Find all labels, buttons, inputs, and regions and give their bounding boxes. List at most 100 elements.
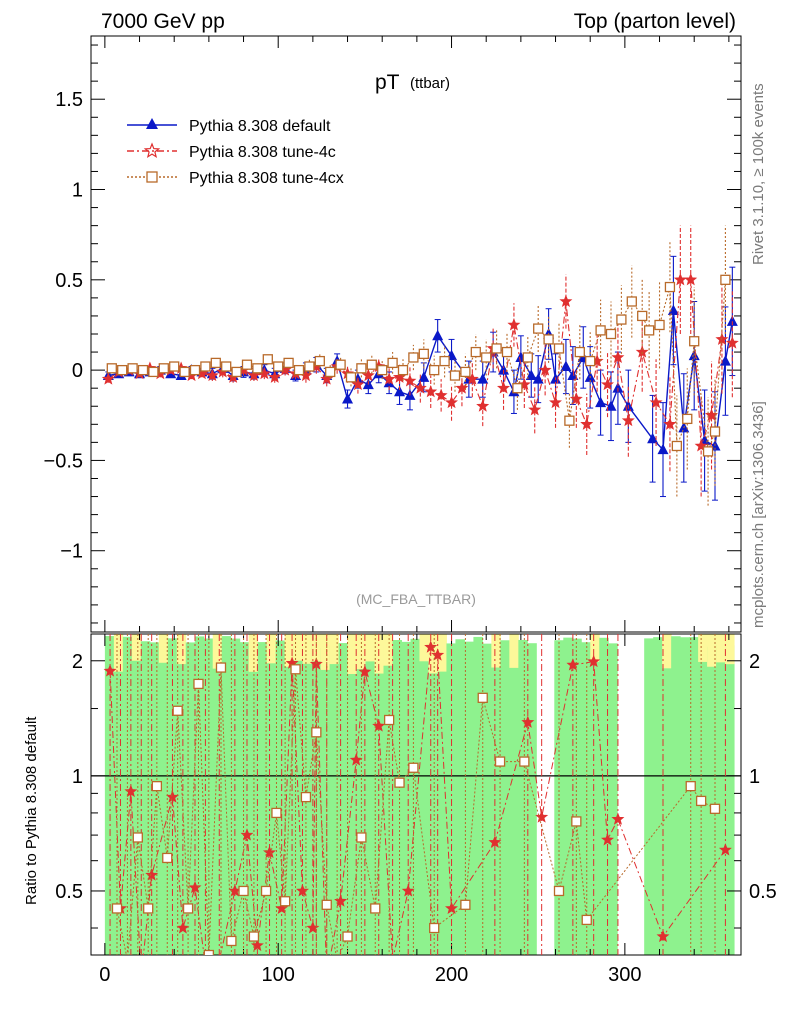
data-point: [397, 364, 409, 376]
ratio-band-yellow: [437, 634, 447, 672]
data-point: [560, 360, 572, 372]
ratio-band-yellow: [698, 634, 708, 662]
ratio-data-point: [571, 816, 582, 827]
data-point: [649, 395, 663, 409]
data-point: [361, 368, 375, 382]
data-point: [273, 361, 284, 372]
data-point: [106, 363, 117, 374]
data-point: [498, 364, 510, 375]
data-point: [268, 370, 282, 383]
ratio-data-point: [488, 835, 502, 848]
ratio-series-line: [109, 646, 726, 955]
data-point: [605, 328, 617, 340]
data-point: [158, 363, 169, 374]
ratio-data-point: [587, 654, 601, 668]
ratio-data-point: [718, 843, 732, 856]
ratio-data-point: [391, 953, 394, 955]
ratio-band-green: [581, 642, 591, 955]
ratio-band-green: [680, 637, 690, 955]
data-point: [434, 388, 448, 401]
data-point: [408, 352, 419, 363]
ratio-data-point: [240, 828, 254, 841]
data-point: [418, 348, 429, 360]
legend-label-tune4c: Pythia 8.308 tune-4c: [189, 144, 336, 161]
ratio-band-green: [176, 645, 187, 955]
ratio-band-yellow: [284, 634, 295, 667]
data-point: [465, 372, 479, 385]
data-point: [564, 415, 575, 426]
ratio-data-point: [535, 810, 549, 823]
data-point: [293, 364, 305, 376]
data-point: [429, 364, 440, 376]
data-point: [200, 361, 211, 372]
ratio-data-point: [215, 662, 227, 673]
ratio-data-point: [162, 852, 173, 864]
data-point: [470, 346, 481, 358]
ratio-band-green: [725, 645, 735, 955]
ratio-data-point: [103, 664, 117, 677]
ratio-band-green: [365, 644, 376, 955]
data-point: [393, 370, 406, 383]
data-point: [671, 440, 683, 452]
ratio-band-green: [320, 648, 331, 955]
y-tick-label: 1.5: [55, 89, 83, 111]
data-point: [231, 366, 242, 378]
ratio-data-point: [193, 678, 204, 690]
data-point: [580, 417, 594, 430]
data-point: [501, 346, 513, 358]
ratio-data-point: [203, 949, 215, 955]
ratio-data-point: [122, 954, 133, 955]
data-point: [611, 350, 625, 363]
ratio-data-point: [521, 715, 535, 728]
ratio-band-yellow: [212, 634, 223, 669]
ratio-band-yellow: [158, 634, 169, 663]
data-point: [533, 323, 544, 334]
ratio-band-green: [131, 643, 142, 955]
data-point: [595, 396, 607, 408]
ratio-data-point: [271, 807, 282, 819]
data-point: [585, 355, 596, 367]
ratio-band-green: [284, 646, 295, 955]
data-point: [247, 368, 261, 382]
data-point: [325, 366, 336, 378]
ratio-band-green: [509, 647, 519, 955]
data-point: [304, 361, 315, 372]
data-point: [351, 377, 365, 391]
ratio-data-point: [218, 953, 221, 955]
legend-marker-tune4c: [143, 142, 161, 159]
ratio-data-point: [429, 922, 440, 934]
ratio-band-green: [527, 643, 537, 955]
ratio-band-green: [716, 644, 726, 955]
mcplots-note: mcplots.cern.ch [arXiv:1306.3436]: [750, 401, 767, 628]
data-point: [345, 372, 357, 383]
ratio-data-point: [306, 921, 320, 934]
data-point: [528, 403, 542, 416]
data-point: [517, 377, 531, 391]
data-point: [637, 310, 648, 322]
data-point: [366, 359, 377, 370]
ratio-data-point: [290, 664, 301, 675]
ratio-band-yellow: [113, 634, 124, 672]
ratio-band-yellow: [176, 634, 187, 665]
ratio-band-green: [185, 642, 196, 955]
data-point: [549, 395, 562, 409]
ratio-band-yellow: [329, 634, 340, 665]
ratio-band-green: [653, 637, 663, 955]
ratio-band-green: [158, 644, 169, 955]
ratio-data-point: [370, 903, 381, 914]
ratio-data-point: [166, 790, 179, 803]
data-point: [569, 392, 583, 405]
ratio-data-point: [709, 803, 721, 814]
data-point: [101, 372, 115, 385]
ratio-data-point: [321, 970, 332, 981]
ratio-band-yellow: [509, 634, 519, 668]
data-point: [522, 352, 533, 363]
ratio-band-yellow: [131, 634, 142, 661]
ratio-data-point: [226, 935, 237, 947]
data-point: [532, 373, 544, 384]
ratio-band-green: [239, 642, 250, 955]
ratio-data-point: [581, 914, 592, 926]
ratio-data-point: [176, 921, 190, 934]
ratio-data-point: [383, 714, 395, 726]
ratio-band-green: [500, 640, 510, 955]
